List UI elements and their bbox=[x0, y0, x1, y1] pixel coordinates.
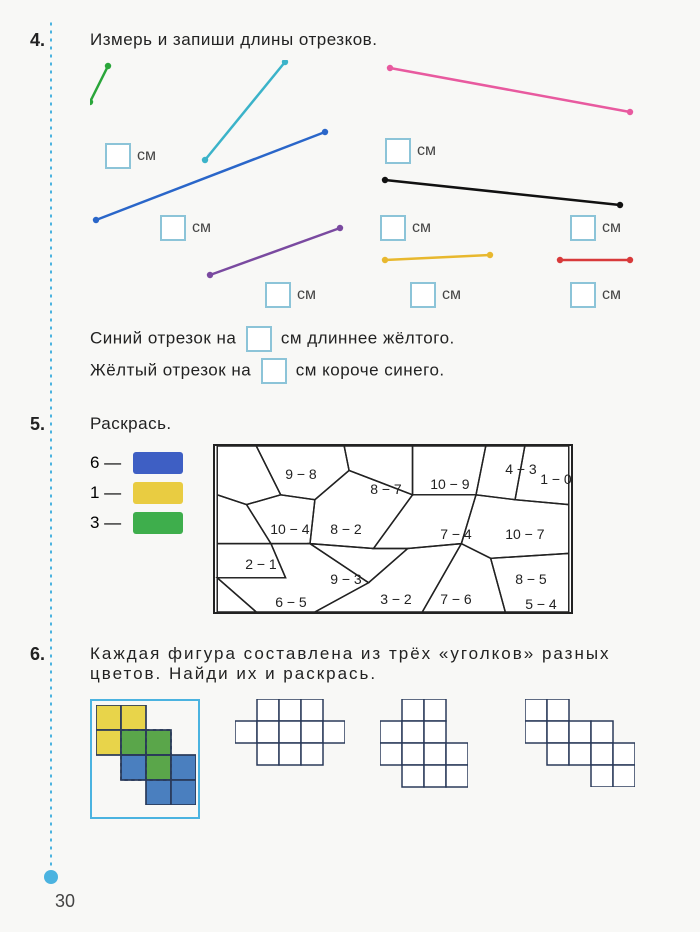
segments-diagram: см см см см см см см см bbox=[90, 60, 650, 320]
shape-blank-3 bbox=[525, 699, 635, 819]
color-swatch bbox=[133, 482, 183, 504]
legend-value: 6 — bbox=[90, 453, 121, 473]
answer-box[interactable] bbox=[570, 215, 596, 241]
subtraction-expression: 10 − 7 bbox=[505, 526, 544, 542]
unit-label: см bbox=[297, 286, 316, 304]
legend-row: 6 — bbox=[90, 452, 183, 474]
measurement-label: см bbox=[380, 215, 431, 241]
sentence-2-pre: Жёлтый отрезок на bbox=[90, 360, 251, 379]
legend-value: 3 — bbox=[90, 513, 121, 533]
instruction-text: Каждая фигура составлена из трёх «уголко… bbox=[90, 644, 660, 684]
unit-label: см bbox=[442, 286, 461, 304]
measurement-label: см bbox=[570, 215, 621, 241]
answer-box[interactable] bbox=[570, 282, 596, 308]
instruction-text: Раскрась. bbox=[90, 414, 660, 434]
measurement-label: см bbox=[160, 215, 211, 241]
page-number: 30 bbox=[55, 891, 75, 912]
legend-value: 1 — bbox=[90, 483, 121, 503]
exercise-number: 5. bbox=[30, 414, 45, 435]
unit-label: см bbox=[137, 147, 156, 165]
subtraction-expression: 1 − 0 bbox=[540, 471, 572, 487]
unit-label: см bbox=[602, 219, 621, 237]
subtraction-expression: 9 − 8 bbox=[285, 466, 317, 482]
exercise-5: 5. Раскрась. 6 —1 —3 — bbox=[60, 414, 660, 614]
subtraction-expression: 8 − 7 bbox=[370, 481, 402, 497]
sentence-1: Синий отрезок на см длиннее жёлтого. bbox=[90, 326, 660, 352]
subtraction-expression: 2 − 1 bbox=[245, 556, 277, 572]
segments-svg bbox=[90, 60, 650, 320]
answer-box[interactable] bbox=[105, 143, 131, 169]
answer-box[interactable] bbox=[160, 215, 186, 241]
measurement-label: см bbox=[410, 282, 461, 308]
measurement-label: см bbox=[570, 282, 621, 308]
subtraction-expression: 8 − 5 bbox=[515, 571, 547, 587]
unit-label: см bbox=[602, 286, 621, 304]
subtraction-expression: 10 − 9 bbox=[430, 476, 469, 492]
subtraction-expression: 7 − 6 bbox=[440, 591, 472, 607]
exercise-number: 4. bbox=[30, 30, 45, 51]
unit-label: см bbox=[417, 142, 436, 160]
exercise-4: 4. Измерь и запиши длины отрезков. смсмс… bbox=[60, 30, 660, 384]
exercise-6: 6. Каждая фигура составлена из трёх «уго… bbox=[60, 644, 660, 819]
measurement-label: см bbox=[105, 143, 156, 169]
measurement-label: см bbox=[385, 138, 436, 164]
color-swatch bbox=[133, 452, 183, 474]
sentence-2-post: см короче синего. bbox=[296, 360, 445, 379]
shape-blank-1 bbox=[235, 699, 345, 819]
subtraction-expression: 10 − 4 bbox=[270, 521, 309, 537]
subtraction-expression: 9 − 3 bbox=[330, 571, 362, 587]
legend-row: 3 — bbox=[90, 512, 183, 534]
answer-box[interactable] bbox=[261, 358, 287, 384]
subtraction-expression: 7 − 4 bbox=[440, 526, 472, 542]
answer-box[interactable] bbox=[265, 282, 291, 308]
color-swatch bbox=[133, 512, 183, 534]
exercise-number: 6. bbox=[30, 644, 45, 665]
shape-blank-2 bbox=[380, 699, 490, 819]
subtraction-expression: 3 − 2 bbox=[380, 591, 412, 607]
margin-dot-icon bbox=[44, 870, 58, 884]
unit-label: см bbox=[412, 219, 431, 237]
measurement-label: см bbox=[265, 282, 316, 308]
sentence-1-post: см длиннее жёлтого. bbox=[281, 328, 455, 347]
shape-example bbox=[90, 699, 200, 819]
answer-box[interactable] bbox=[380, 215, 406, 241]
subtraction-expression: 5 − 4 bbox=[525, 596, 557, 612]
instruction-text: Измерь и запиши длины отрезков. bbox=[90, 30, 660, 50]
sentence-1-pre: Синий отрезок на bbox=[90, 328, 236, 347]
subtraction-expression: 6 − 5 bbox=[275, 594, 307, 610]
shapes-row bbox=[90, 699, 660, 819]
coloring-diagram: 9 − 8 8 − 7 10 − 9 4 − 31 − 0 10 − 4 8 − 2 7 −… bbox=[213, 444, 573, 614]
subtraction-expression: 8 − 2 bbox=[330, 521, 362, 537]
answer-box[interactable] bbox=[385, 138, 411, 164]
answer-box[interactable] bbox=[410, 282, 436, 308]
legend-row: 1 — bbox=[90, 482, 183, 504]
subtraction-expression: 4 − 3 bbox=[505, 461, 537, 477]
answer-box[interactable] bbox=[246, 326, 272, 352]
sentence-2: Жёлтый отрезок на см короче синего. bbox=[90, 358, 660, 384]
unit-label: см bbox=[192, 219, 211, 237]
color-legend: 6 — 1 — 3 — bbox=[90, 444, 183, 542]
dotted-margin bbox=[50, 20, 52, 872]
